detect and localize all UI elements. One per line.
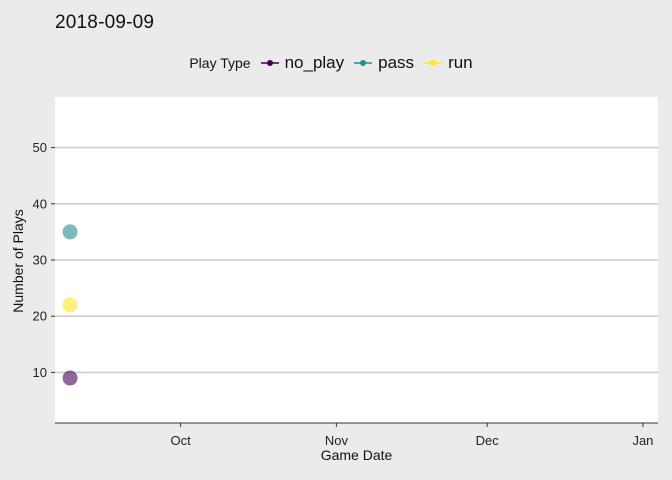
legend: Play Type no_play pass run <box>0 53 672 73</box>
legend-label-pass: pass <box>378 53 415 72</box>
x-tick-label: Jan <box>632 433 653 448</box>
legend-label-no-play: no_play <box>284 53 345 72</box>
data-point-run <box>62 297 78 313</box>
x-tick-label: Dec <box>476 433 500 448</box>
legend-item-pass: pass <box>354 53 414 73</box>
y-tick-label: 30 <box>33 253 47 268</box>
x-tick-label: Nov <box>325 433 349 448</box>
legend-item-run: run <box>424 53 473 73</box>
y-tick-label: 50 <box>33 140 47 155</box>
legend-key-no-play <box>260 60 279 66</box>
y-tick-label: 10 <box>33 365 47 380</box>
legend-key-pass <box>354 60 373 66</box>
x-tick-label: Oct <box>171 433 192 448</box>
legend-title: Play Type <box>189 55 251 71</box>
y-tick-label: 20 <box>33 309 47 324</box>
legend-key-run <box>424 60 443 66</box>
data-point-pass <box>62 224 78 240</box>
legend-label-run: run <box>448 53 473 72</box>
chart-title: 2018-09-09 <box>55 12 155 33</box>
y-tick-label: 40 <box>33 196 47 211</box>
y-axis-title: Number of Plays <box>10 209 26 312</box>
data-point-no-play <box>62 370 78 386</box>
x-axis-title: Game Date <box>321 447 393 463</box>
legend-item-no-play: no_play <box>260 53 345 73</box>
